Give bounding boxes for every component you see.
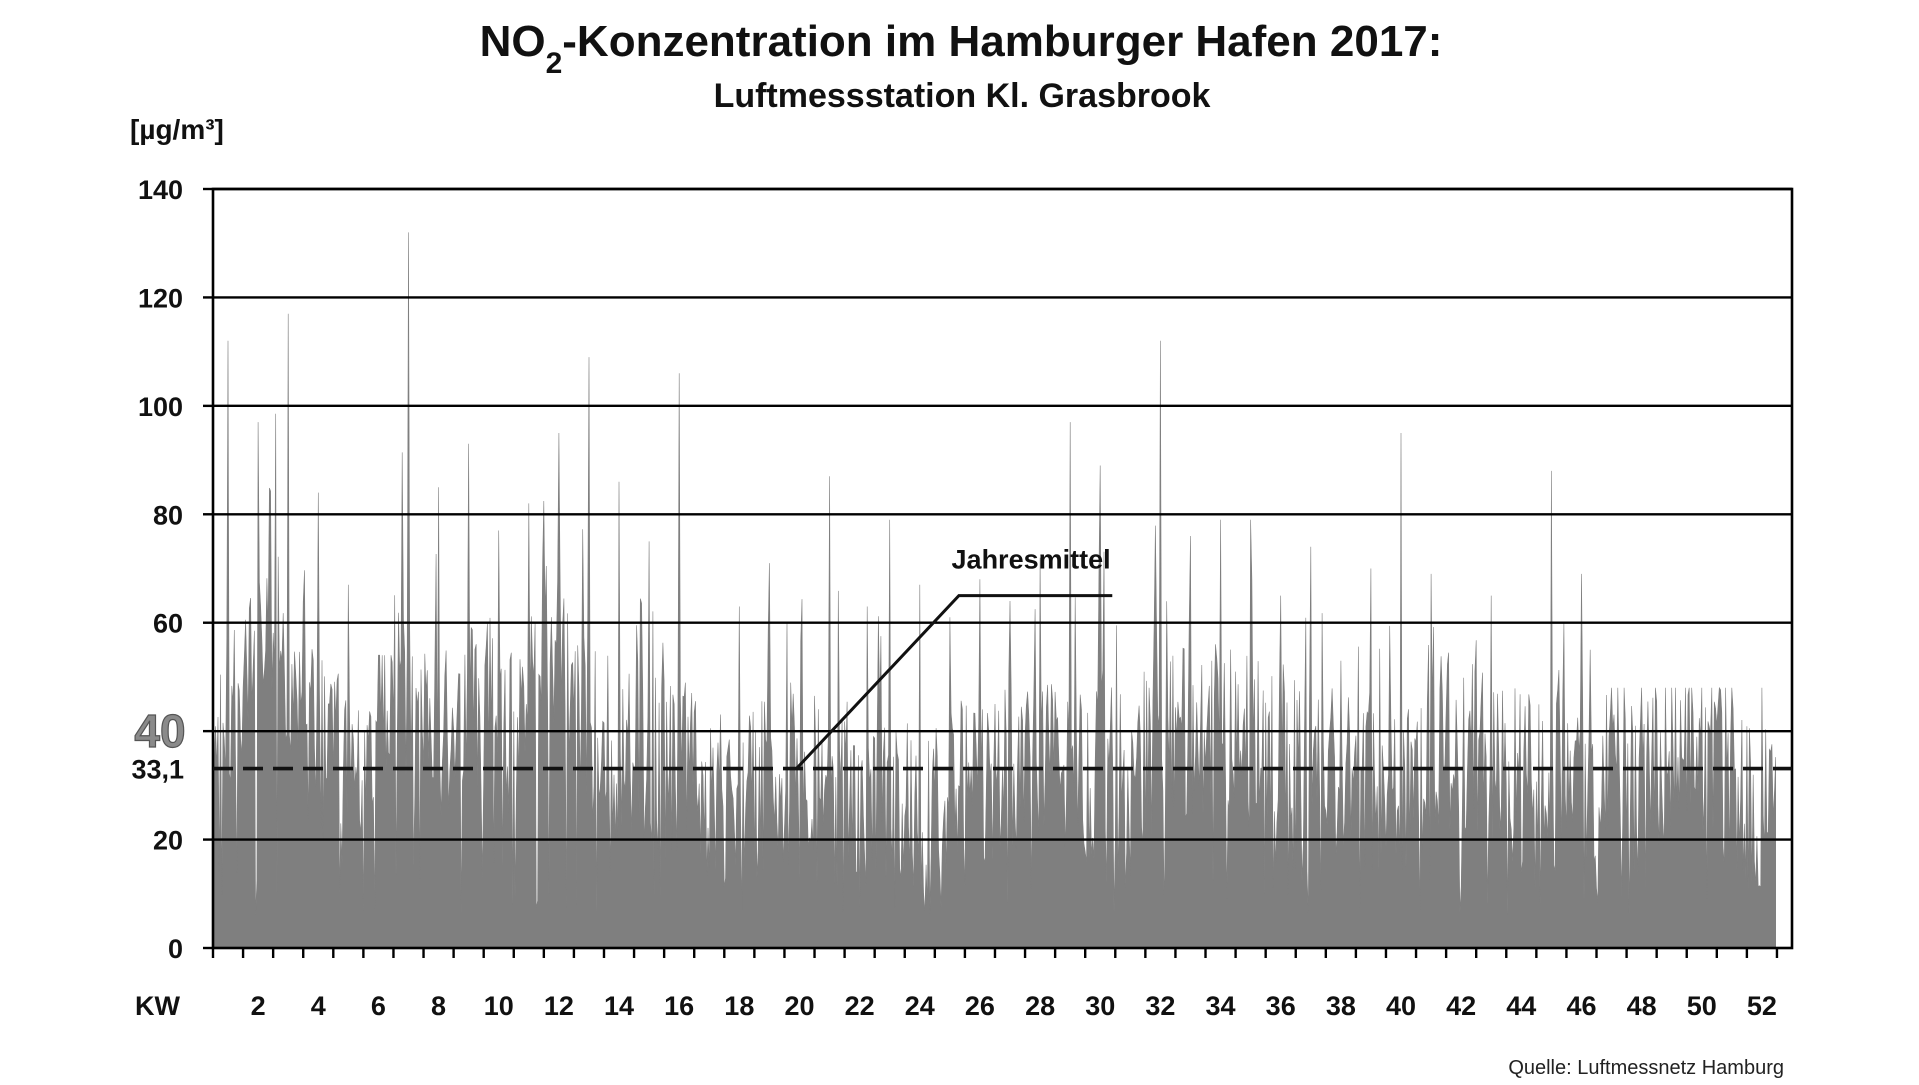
x-tick-label: 38	[1326, 991, 1356, 1021]
mean-line-group: 33,1 Jahresmittel	[131, 545, 1792, 785]
y-tick-label: 100	[138, 392, 183, 422]
x-tick-label: 8	[431, 991, 446, 1021]
x-tick-label: 46	[1566, 991, 1596, 1021]
y-tick-label: 20	[153, 826, 183, 856]
x-tick-label: 20	[784, 991, 814, 1021]
y-tick-label: 120	[138, 283, 183, 313]
x-axis-label: KW	[135, 991, 180, 1021]
title-rest: -Konzentration im Hamburger Hafen 2017:	[562, 17, 1442, 66]
x-tick-label: 36	[1266, 991, 1296, 1021]
x-tick-label: 50	[1687, 991, 1717, 1021]
x-tick-label: 2	[251, 991, 266, 1021]
x-tick-label: 52	[1747, 991, 1777, 1021]
y-tick-label: 60	[153, 609, 183, 639]
y-tick-label: 140	[138, 175, 183, 205]
x-tick-label: 4	[311, 991, 326, 1021]
mean-annotation-label: Jahresmittel	[952, 545, 1111, 575]
x-tick-label: 16	[664, 991, 694, 1021]
x-tick-label: 24	[905, 991, 935, 1021]
grid-lines	[203, 187, 1794, 958]
title-subscript: 2	[546, 47, 563, 80]
x-tick-label: 26	[965, 991, 995, 1021]
x-tick-label: 48	[1627, 991, 1657, 1021]
mean-value-label: 33,1	[131, 755, 184, 785]
x-tick-label: 44	[1506, 991, 1536, 1021]
x-tick-label: 6	[371, 991, 386, 1021]
x-tick-label: 30	[1085, 991, 1115, 1021]
y-tick-labels: 0 20 40 60 80 100 120 140	[134, 175, 186, 964]
x-tick-label: 28	[1025, 991, 1055, 1021]
chart-title: NO2-Konzentration im Hamburger Hafen 201…	[480, 17, 1443, 80]
y-tick-label-limit: 40	[134, 705, 185, 757]
x-tick-label: 22	[845, 991, 875, 1021]
chart-subtitle: Luftmessstation Kl. Grasbrook	[714, 77, 1211, 115]
x-tick-label: 40	[1386, 991, 1416, 1021]
x-tick-label: 10	[484, 991, 514, 1021]
y-axis-unit: [µg/m³]	[130, 114, 224, 145]
x-tick-label: 14	[604, 991, 634, 1021]
title-main: NO	[480, 17, 546, 66]
mean-annotation-leader	[795, 594, 1113, 770]
x-tick-labels: 2 4 6 8 10 12 14 16 18 20 22 24 26 28 30 32 34 36 38 40 42 44…	[251, 991, 1777, 1021]
y-tick-label: 0	[168, 934, 183, 964]
x-tick-label: 12	[544, 991, 574, 1021]
x-tick-label: 32	[1145, 991, 1175, 1021]
plot-frame	[211, 187, 1794, 950]
x-tick-label: 18	[724, 991, 754, 1021]
x-tick-label: 34	[1206, 991, 1236, 1021]
x-tick-label: 42	[1446, 991, 1476, 1021]
source-note: Quelle: Luftmessnetz Hamburg	[1508, 1057, 1784, 1079]
y-tick-label: 80	[153, 500, 183, 530]
